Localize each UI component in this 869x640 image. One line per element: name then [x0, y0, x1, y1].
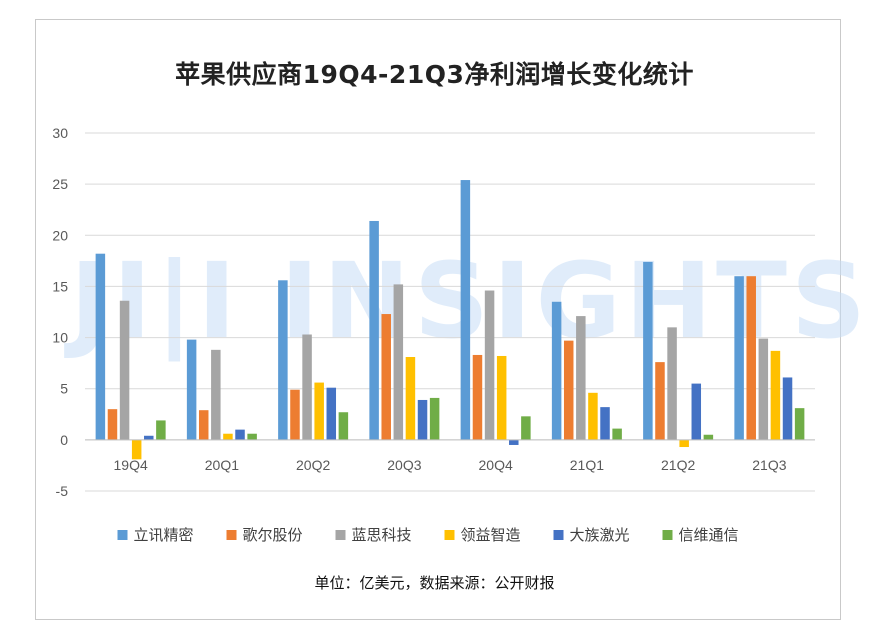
y-tick-label: 0: [60, 432, 68, 448]
bar-立讯精密-21Q3: [734, 276, 744, 440]
bar-信维通信-21Q2: [703, 434, 714, 440]
legend-swatch-蓝思科技: [335, 530, 346, 540]
x-tick-label: 21Q1: [570, 457, 604, 473]
bar-蓝思科技-21Q3: [758, 338, 769, 440]
bar-信维通信-20Q1: [247, 433, 257, 440]
bar-蓝思科技-19Q4: [119, 300, 130, 440]
bar-歌尔股份-20Q1: [198, 410, 209, 440]
legend-swatch-大族激光: [553, 530, 564, 540]
bar-大族激光-19Q4: [144, 435, 154, 440]
bar-领益智造-20Q2: [314, 382, 324, 440]
y-tick-label: 25: [52, 176, 68, 192]
y-tick-label: 15: [52, 278, 68, 294]
x-tick-label: 21Q2: [661, 457, 695, 473]
legend-label: 大族激光: [570, 526, 630, 544]
bar-立讯精密-20Q3: [369, 220, 379, 440]
bar-蓝思科技-21Q1: [576, 316, 586, 440]
legend-label: 蓝思科技: [352, 526, 412, 544]
bar-信维通信-20Q2: [338, 412, 349, 440]
bar-领益智造-21Q3: [770, 350, 781, 440]
bar-蓝思科技-20Q1: [211, 349, 221, 440]
bar-领益智造-21Q2: [679, 439, 689, 448]
bar-领益智造-19Q4: [131, 439, 142, 460]
bar-大族激光-20Q4: [509, 439, 519, 445]
y-tick-label: 30: [52, 125, 68, 141]
legend-label: 信维通信: [679, 526, 739, 544]
bar-信维通信-21Q3: [794, 408, 805, 440]
y-tick-label: -5: [56, 483, 69, 499]
bar-蓝思科技-21Q2: [667, 327, 677, 440]
bar-立讯精密-20Q4: [460, 180, 471, 440]
legend-label: 立讯精密: [134, 526, 194, 544]
legend-label: 领益智造: [461, 526, 521, 544]
x-tick-label: 21Q3: [752, 457, 786, 473]
bar-立讯精密-20Q2: [278, 280, 288, 440]
y-tick-label: 5: [60, 381, 68, 397]
bar-歌尔股份-21Q1: [563, 340, 574, 440]
bar-领益智造-21Q1: [588, 392, 598, 440]
legend-swatch-领益智造: [444, 530, 455, 540]
x-tick-label: 20Q4: [479, 457, 513, 473]
bar-立讯精密-19Q4: [95, 253, 106, 440]
bar-歌尔股份-20Q3: [381, 314, 391, 440]
source-note: 单位：亿美元，数据来源：公开财报: [314, 574, 555, 592]
bar-歌尔股份-21Q2: [655, 362, 665, 440]
chart-frame: [35, 19, 841, 620]
bar-领益智造-20Q1: [223, 433, 233, 440]
bar-信维通信-20Q4: [521, 416, 531, 440]
bar-歌尔股份-19Q4: [107, 409, 118, 440]
bar-蓝思科技-20Q2: [302, 334, 312, 440]
bar-立讯精密-20Q1: [186, 339, 197, 440]
bar-大族激光-21Q2: [691, 383, 702, 440]
y-tick-label: 20: [52, 227, 68, 243]
bar-立讯精密-21Q2: [643, 261, 653, 440]
bar-歌尔股份-21Q3: [746, 276, 756, 440]
bar-大族激光-20Q2: [326, 387, 337, 440]
bar-歌尔股份-20Q2: [290, 389, 300, 440]
bar-蓝思科技-20Q4: [484, 290, 495, 440]
bar-立讯精密-21Q1: [551, 301, 562, 440]
bar-信维通信-21Q1: [612, 428, 622, 440]
x-tick-label: 20Q2: [296, 457, 330, 473]
bar-蓝思科技-20Q3: [393, 284, 404, 440]
y-tick-label: 10: [52, 330, 68, 346]
legend-swatch-信维通信: [662, 530, 673, 540]
chart-title: 苹果供应商19Q4-21Q3净利润增长变化统计: [175, 60, 694, 89]
bar-大族激光-20Q1: [235, 429, 245, 440]
x-tick-label: 20Q1: [205, 457, 239, 473]
bar-歌尔股份-20Q4: [472, 354, 483, 440]
x-tick-label: 20Q3: [387, 457, 421, 473]
x-tick-label: 19Q4: [114, 457, 148, 473]
bar-信维通信-20Q3: [429, 397, 440, 440]
legend-swatch-立讯精密: [117, 530, 128, 540]
bar-领益智造-20Q3: [405, 357, 416, 440]
bar-大族激光-21Q1: [600, 407, 610, 440]
bar-领益智造-20Q4: [496, 355, 507, 440]
legend-label: 歌尔股份: [243, 526, 303, 544]
bar-大族激光-20Q3: [417, 399, 428, 440]
bar-大族激光-21Q3: [782, 377, 793, 440]
legend-swatch-歌尔股份: [226, 530, 237, 540]
bar-信维通信-19Q4: [156, 420, 166, 440]
